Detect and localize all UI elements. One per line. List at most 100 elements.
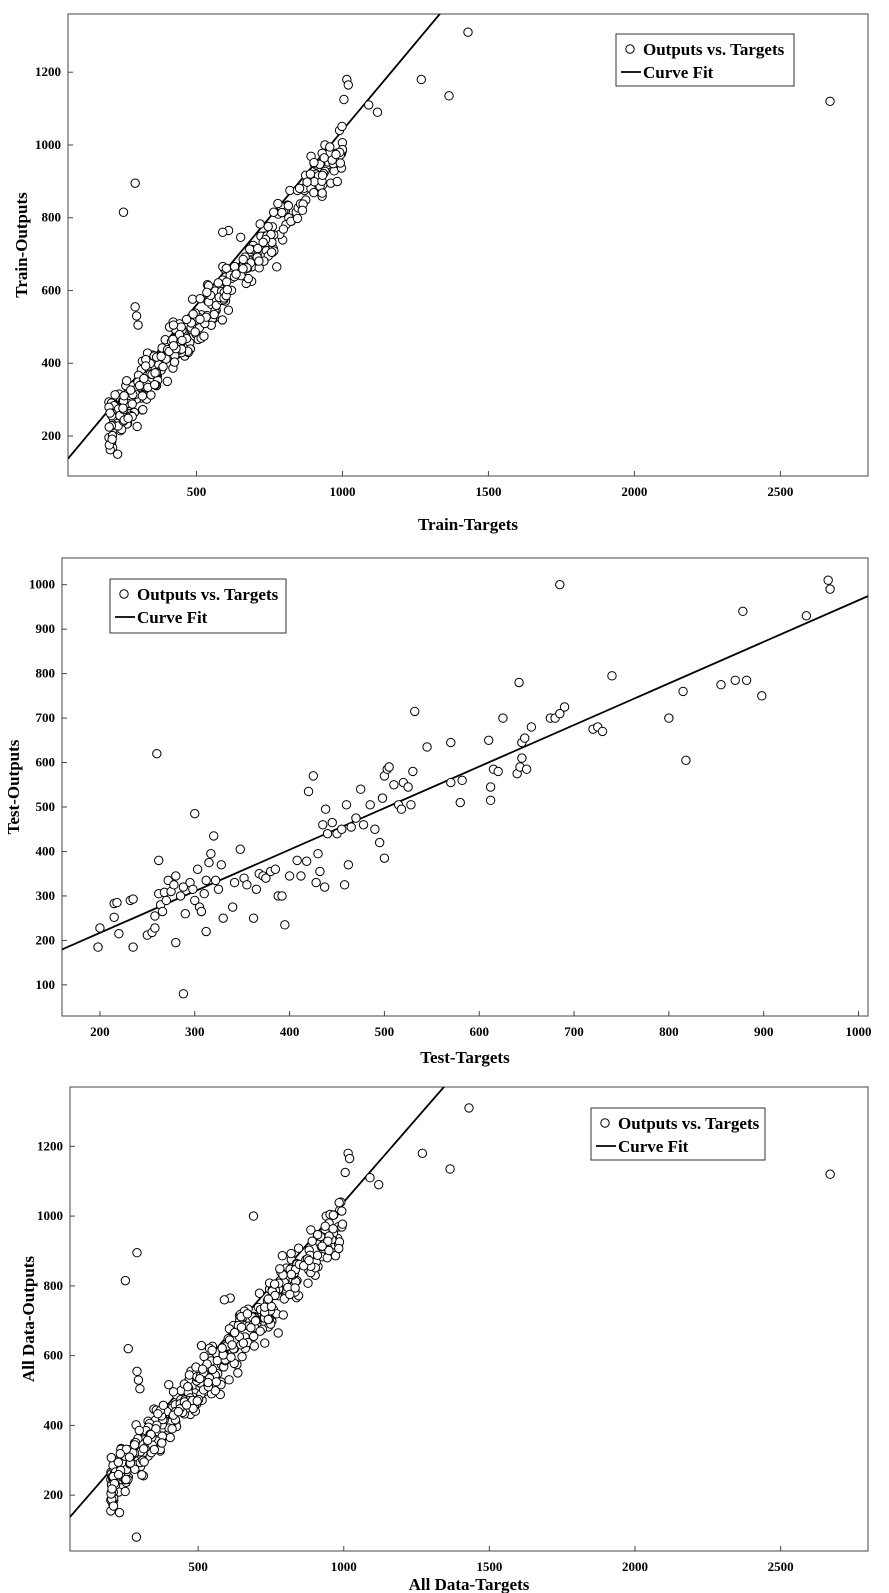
x-axis-label: All Data-Targets	[409, 1575, 530, 1593]
data-point	[555, 579, 565, 590]
data-point	[248, 913, 259, 923]
x-tick-label: 400	[280, 1024, 300, 1039]
data-point	[263, 1314, 273, 1325]
y-tick-label: 600	[36, 755, 56, 770]
data-point	[318, 820, 328, 830]
legend-marker-icon	[625, 44, 635, 54]
data-point	[176, 322, 186, 332]
data-point	[258, 237, 268, 248]
data-point	[464, 1103, 474, 1113]
data-point	[341, 800, 352, 810]
data-point	[156, 351, 166, 362]
data-point	[325, 142, 335, 152]
data-point	[249, 1341, 260, 1351]
x-tick-label: 2000	[621, 484, 647, 499]
data-point	[255, 1326, 265, 1336]
x-tick-label: 1000	[329, 484, 355, 499]
data-point	[242, 880, 252, 890]
data-point	[331, 149, 341, 160]
data-point	[337, 824, 347, 834]
data-point	[195, 1373, 205, 1384]
data-point	[157, 1438, 167, 1448]
legend-marker-icon	[600, 1118, 610, 1128]
data-point	[358, 820, 369, 830]
data-point	[149, 1444, 159, 1455]
data-point	[320, 804, 331, 814]
data-point	[514, 677, 524, 688]
data-point	[124, 1452, 135, 1462]
data-point	[597, 726, 608, 737]
data-point	[384, 762, 394, 772]
data-point	[309, 187, 319, 198]
data-point	[218, 227, 228, 237]
data-point	[406, 800, 416, 810]
data-point	[120, 1275, 131, 1286]
data-point	[213, 884, 224, 894]
data-point	[112, 897, 122, 908]
data-point	[140, 361, 151, 371]
data-point	[235, 232, 246, 242]
data-point	[104, 422, 114, 432]
data-point	[223, 305, 234, 315]
data-point	[154, 855, 164, 866]
data-point	[520, 733, 530, 743]
data-point	[302, 177, 312, 187]
data-point	[201, 875, 211, 886]
data-point	[207, 1345, 217, 1355]
plot-area	[70, 1087, 835, 1542]
data-point	[190, 895, 200, 906]
data-point	[164, 1379, 174, 1390]
chart-panel-2: 200 300 400 500 600 700 800 900 1000 100 200 300 400…	[4, 557, 872, 1067]
legend-label-fit: Curve Fit	[618, 1137, 689, 1156]
data-point	[233, 1368, 243, 1378]
data-point	[138, 405, 148, 415]
data-point	[244, 244, 255, 254]
data-point	[292, 213, 303, 224]
data-point	[521, 764, 532, 774]
x-tick-label: 500	[188, 1559, 208, 1574]
data-point	[517, 753, 527, 763]
data-point	[322, 828, 333, 839]
data-point	[137, 1470, 147, 1480]
data-point	[231, 269, 241, 279]
x-tick-label: 800	[659, 1024, 679, 1039]
data-point	[128, 894, 138, 904]
data-point	[181, 1400, 192, 1410]
data-point	[167, 1424, 177, 1434]
data-point	[123, 413, 133, 424]
data-point	[235, 844, 245, 854]
y-tick-label: 200	[42, 428, 62, 443]
data-point	[188, 884, 198, 894]
data-point	[210, 1386, 220, 1396]
data-point	[195, 293, 205, 304]
data-point	[801, 611, 812, 621]
data-point	[139, 1457, 149, 1467]
data-point	[261, 873, 271, 883]
data-point	[317, 170, 328, 181]
data-point	[263, 1294, 273, 1304]
data-point	[455, 797, 465, 808]
data-point	[446, 777, 456, 788]
data-point	[119, 391, 129, 401]
x-tick-label: 300	[185, 1024, 205, 1039]
data-point	[365, 800, 375, 810]
data-point	[158, 361, 168, 372]
data-point	[457, 775, 467, 786]
y-tick-label: 700	[36, 710, 56, 725]
data-point	[246, 1323, 256, 1333]
data-point	[204, 857, 214, 868]
data-point	[168, 341, 179, 351]
data-point	[484, 735, 494, 746]
y-tick-label: 1000	[37, 1208, 63, 1223]
data-point	[184, 1370, 195, 1380]
chart-panel-3: 500 1000 1500 2000 2500 200 400 600 800 1000 1200 A…	[19, 1086, 869, 1593]
data-point	[132, 1366, 142, 1377]
data-point	[137, 391, 148, 401]
plot-frame	[61, 557, 869, 1017]
data-point	[219, 1295, 230, 1305]
data-point	[236, 1322, 247, 1332]
data-point	[115, 1449, 125, 1459]
data-point	[422, 742, 432, 752]
data-point	[272, 262, 282, 272]
